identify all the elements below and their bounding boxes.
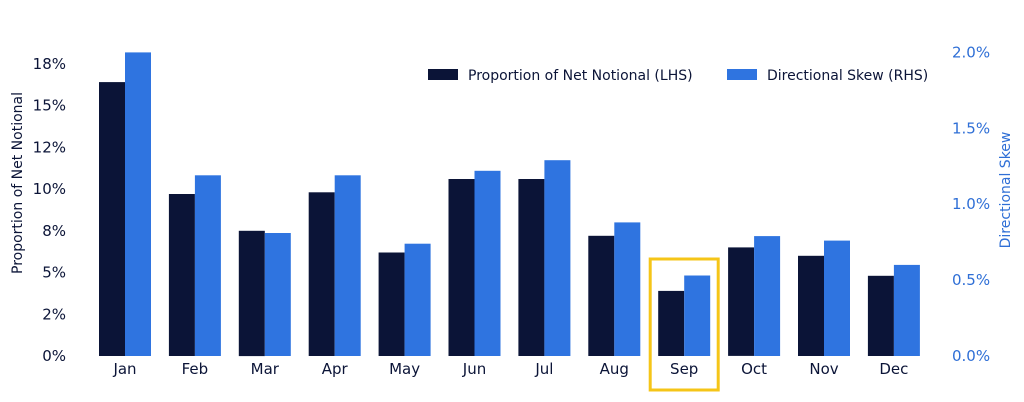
legend-label-series-1: Proportion of Net Notional (LHS)	[468, 68, 693, 84]
bar-directional-skew-jan	[125, 52, 151, 357]
left-axis-ticks: 0% 2% 5% 8% 10% 12% 15% 18%	[33, 55, 66, 365]
bar-directional-skew-jul	[544, 160, 571, 356]
x-tick-label: Apr	[322, 360, 349, 378]
x-tick-label: Jul	[534, 360, 553, 378]
left-tick-label: 10%	[33, 180, 66, 198]
bar-net-notional-jun	[448, 179, 475, 356]
legend: Proportion of Net Notional (LHS) Directi…	[428, 68, 928, 84]
bars	[99, 52, 920, 357]
bar-directional-skew-dec	[893, 264, 920, 356]
legend-swatch-series-2	[727, 69, 757, 80]
right-tick-label: 0.0%	[952, 347, 990, 365]
left-tick-label: 18%	[33, 55, 66, 73]
right-axis-label: Directional Skew	[998, 132, 1014, 249]
bar-net-notional-feb	[168, 194, 195, 356]
legend-swatch-series-1	[428, 69, 458, 80]
left-tick-label: 12%	[33, 138, 66, 156]
bar-net-notional-jul	[518, 179, 545, 356]
highlight-box	[648, 257, 720, 392]
bar-directional-skew-nov	[824, 240, 850, 356]
bar-directional-skew-apr	[334, 175, 361, 356]
x-tick-label: Aug	[600, 360, 629, 378]
x-tick-label: Mar	[251, 360, 280, 378]
bar-directional-skew-mar	[264, 233, 291, 356]
x-tick-label: Jun	[462, 360, 486, 378]
x-tick-label: Oct	[741, 360, 767, 378]
bar-directional-skew-sep	[684, 275, 711, 356]
left-tick-label: 15%	[33, 97, 66, 115]
bar-net-notional-dec	[867, 275, 894, 356]
bar-net-notional-nov	[798, 255, 824, 356]
left-tick-label: 0%	[42, 347, 66, 365]
left-tick-label: 5%	[42, 264, 66, 282]
bar-net-notional-mar	[238, 230, 265, 357]
bar-net-notional-apr	[308, 192, 335, 356]
x-tick-label: Feb	[182, 360, 209, 378]
x-tick-label: Sep	[670, 360, 698, 378]
bar-directional-skew-oct	[754, 236, 781, 356]
legend-label-series-2: Directional Skew (RHS)	[767, 68, 928, 84]
bar-directional-skew-may	[404, 243, 431, 356]
highlight-group	[648, 257, 720, 392]
bar-directional-skew-feb	[194, 175, 221, 356]
bar-net-notional-aug	[588, 235, 615, 356]
left-tick-label: 2%	[42, 305, 66, 323]
x-tick-label: Nov	[809, 360, 838, 378]
bar-directional-skew-jun	[474, 170, 501, 356]
bar-net-notional-jan	[99, 82, 125, 356]
x-tick-label: Dec	[879, 360, 908, 378]
right-tick-label: 0.5%	[952, 271, 990, 289]
bar-net-notional-oct	[728, 247, 755, 356]
bar-net-notional-may	[378, 252, 405, 356]
left-axis-label: Proportion of Net Notional	[10, 92, 26, 274]
x-axis-ticks: Jan Feb Mar Apr May Jun Jul Aug Sep Oct Nov Dec	[112, 360, 908, 378]
left-tick-label: 8%	[42, 222, 66, 240]
right-tick-label: 1.0%	[952, 195, 990, 213]
bar-net-notional-sep	[658, 290, 685, 356]
x-tick-label: Jan	[112, 360, 136, 378]
bar-directional-skew-aug	[614, 222, 641, 356]
x-tick-label: May	[389, 360, 420, 378]
right-tick-label: 1.5%	[952, 119, 990, 137]
right-axis-ticks: 0.0% 0.5% 1.0% 1.5% 2.0%	[952, 43, 990, 365]
right-tick-label: 2.0%	[952, 43, 990, 61]
